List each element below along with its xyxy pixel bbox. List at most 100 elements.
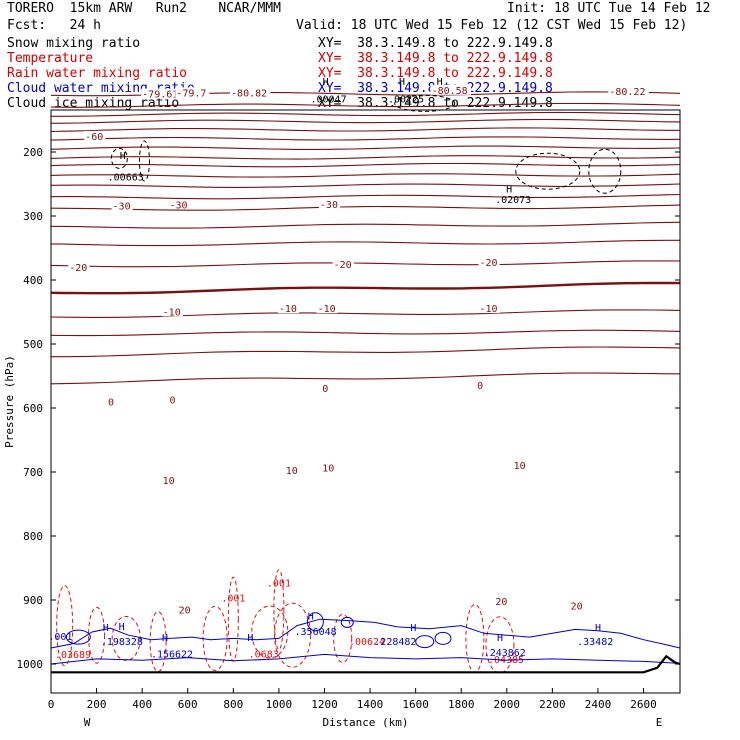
isotherm--30	[50, 183, 681, 188]
rain-contour	[485, 616, 515, 674]
isotherm-label: -80.58	[432, 86, 468, 97]
isotherm-label: -30	[320, 200, 338, 211]
legend-xy-snow: XY= 38.3.149.8 to 222.9.149.8	[318, 36, 553, 51]
rain-value-label: .001	[267, 578, 291, 589]
isotherm-label-bg	[316, 303, 338, 314]
y-tick-label: 600	[23, 402, 43, 415]
isotherm-label-bg	[141, 88, 182, 99]
rain-contour	[56, 585, 74, 667]
legend-xy-temperature: XY= 38.3.149.8 to 222.9.149.8	[318, 51, 553, 66]
isotherm-label-bg	[478, 257, 500, 267]
x-tick-label: 2400	[585, 698, 612, 711]
isotherm-label: -79.61	[142, 90, 178, 101]
rain-contour	[88, 606, 106, 664]
isotherm-label: -60	[85, 132, 103, 143]
isotherm-label-bg	[608, 86, 649, 97]
snow-contour	[515, 152, 581, 190]
isotherm-label-bg	[161, 475, 177, 486]
plot-frame	[50, 109, 681, 694]
rain-contour	[273, 569, 285, 651]
isotherm-label-bg	[68, 262, 90, 273]
isotherm-label-bg	[332, 258, 354, 269]
cloud-water-cell	[306, 612, 324, 632]
x-tick-label: 2600	[630, 698, 657, 711]
x-tick-label: 800	[223, 698, 243, 711]
cloud-water-high-marker: H	[162, 633, 168, 644]
x-tick-label: 1200	[311, 698, 338, 711]
isotherm-label: -80.82	[231, 88, 267, 99]
isotherm-label: 10	[163, 476, 175, 487]
isotherm-label-bg	[284, 465, 300, 475]
cloud-water-value-label: .001	[48, 632, 72, 643]
isotherm-label-bg	[175, 87, 210, 98]
rain-value-label: .001	[221, 594, 245, 605]
cloud-water-value-label: .243862	[484, 648, 526, 659]
y-tick-label: 500	[23, 338, 43, 351]
snow-high-marker: H	[506, 184, 512, 195]
y-tick-label: 900	[23, 594, 43, 607]
x-tick-label: 1600	[402, 698, 429, 711]
isotherm--5	[50, 260, 681, 268]
cloud-water-cell	[65, 629, 91, 645]
isotherm-label: 10	[514, 461, 526, 472]
legend-label-rain: Rain water mixing ratio	[7, 66, 188, 81]
isotherm-label-bg	[476, 379, 485, 390]
x-tick-label: 400	[132, 698, 152, 711]
rain-value-label: .03689	[55, 650, 91, 661]
cloud-water-contour-lower	[50, 653, 681, 665]
isotherm-label: 0	[322, 384, 328, 395]
x-tick-label: 200	[87, 698, 107, 711]
y-tick-label: 800	[23, 530, 43, 543]
x-axis-title: Distance (km)	[322, 716, 408, 729]
isotherm-label: 20	[571, 602, 583, 613]
isotherm-label: -10	[279, 304, 297, 315]
isotherm-label: -20	[334, 260, 352, 271]
isotherm-10	[50, 329, 681, 337]
isotherm-label-bg	[321, 383, 330, 394]
snow-value-label: .02073	[495, 195, 531, 206]
isotherm-label: -20	[69, 263, 87, 274]
cloud-water-high-marker: H	[595, 623, 601, 634]
isotherm-label: -80.22	[609, 87, 645, 98]
isotherm--45	[50, 155, 681, 160]
snow-contour	[394, 94, 456, 112]
isotherm-label-bg	[318, 198, 341, 209]
cloud-water-value-label: .198328	[101, 637, 143, 648]
rain-contour	[227, 576, 239, 662]
header-model: TORERO 15km ARW Run2 NCAR/MMM	[7, 1, 281, 16]
isotherm-label-bg	[430, 84, 471, 95]
isotherm-label: 10	[322, 463, 334, 474]
isotherm-label: -30	[113, 202, 131, 213]
cloud-water-high-marker: H	[308, 611, 314, 622]
isotherm-label: -30	[170, 200, 188, 211]
isotherm-label: 0	[170, 396, 176, 407]
cloud-water-value-label: .356048	[295, 627, 337, 638]
x-tick-label: 0	[48, 698, 55, 711]
surface-terrain-line	[51, 654, 681, 674]
isotherm--70	[51, 111, 681, 117]
isotherm-label: -10	[163, 307, 181, 318]
y-axis-title: Pressure (hPa)	[3, 355, 16, 448]
x-tick-label: 600	[178, 698, 198, 711]
x-tick-label: 2000	[494, 698, 521, 711]
isotherm--15	[50, 221, 681, 229]
cloud-water-high-marker: H	[103, 623, 109, 634]
rain-contour	[274, 602, 312, 668]
isotherm-20	[50, 372, 680, 385]
cloud-water-high-marker: H	[119, 622, 125, 633]
isotherm-label-bg	[111, 200, 133, 211]
isotherm-label-bg	[161, 306, 183, 317]
cloud-water-contour-upper	[50, 618, 681, 649]
isotherm-label-bg	[512, 459, 528, 470]
snow-contour	[110, 147, 128, 169]
isotherm-label: -20	[479, 258, 497, 269]
cloud-water-value-label: .156622	[151, 649, 193, 660]
isotherm-label: 10	[286, 466, 298, 477]
rain-contour	[333, 613, 353, 663]
header-init: Init: 18 UTC Tue 14 Feb 12	[507, 1, 711, 16]
isotherm-5	[50, 309, 681, 318]
snow-high-marker: H	[323, 77, 329, 88]
isotherm--20	[50, 204, 681, 211]
cloud-water-cell	[340, 616, 354, 628]
isotherm--10	[50, 239, 680, 247]
